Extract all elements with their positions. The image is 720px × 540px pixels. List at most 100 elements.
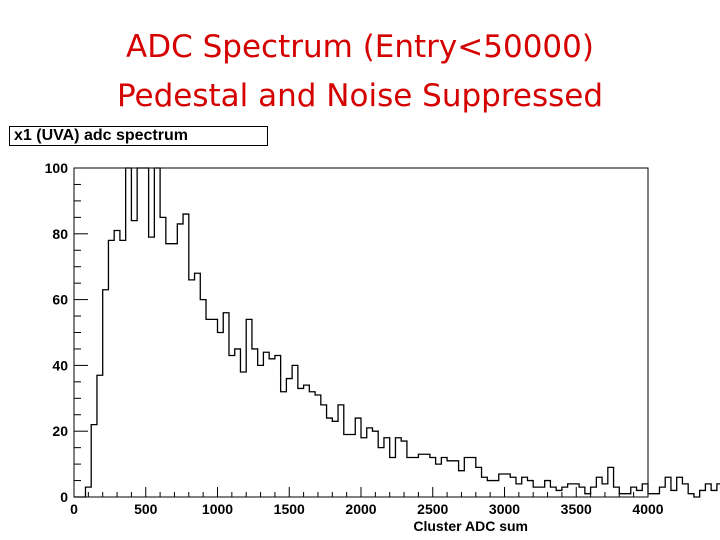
histogram-bin	[700, 490, 706, 497]
axis-ticks	[73, 167, 649, 498]
histogram-bin	[315, 395, 321, 497]
histogram-bin	[298, 388, 304, 497]
x-tick-label: 0	[70, 501, 78, 517]
slide-title-line1: ADC Spectrum (Entry<50000)	[126, 29, 594, 65]
histogram-bin	[642, 484, 648, 497]
histogram-bin	[223, 313, 229, 497]
histogram-bin	[120, 240, 126, 497]
y-tick-label: 0	[60, 489, 68, 505]
histogram-bin	[263, 352, 269, 497]
histogram-bin	[522, 477, 528, 497]
histogram-bin	[671, 490, 677, 497]
histogram-bin	[677, 477, 683, 497]
histogram-bin	[344, 434, 350, 497]
histogram-bin	[401, 441, 407, 497]
histogram-bin	[395, 438, 401, 497]
histogram-bin	[361, 438, 367, 497]
x-tick-label: 1000	[202, 501, 233, 517]
slide-title-line2: Pedestal and Noise Suppressed	[116, 78, 604, 114]
histogram-bin	[172, 244, 178, 497]
histogram-bin	[269, 359, 275, 497]
histogram-bin	[275, 356, 281, 497]
histogram-title: x1 (UVA) adc spectrum	[14, 127, 188, 144]
histogram-bin	[137, 168, 143, 497]
histogram-bin	[229, 356, 235, 497]
histogram-bin	[212, 319, 218, 497]
histogram-bin	[682, 484, 688, 497]
histogram-bin	[470, 458, 476, 497]
histogram-bin	[453, 461, 459, 497]
x-axis-label: Cluster ADC sum	[413, 518, 528, 534]
histogram-bin	[131, 221, 137, 497]
histogram-bin	[258, 365, 264, 497]
x-tick-label: 500	[134, 501, 158, 517]
histogram-bin	[246, 319, 252, 497]
histogram-title-box: x1 (UVA) adc spectrum	[9, 126, 268, 146]
histogram-bin	[235, 349, 241, 497]
histogram-bin	[350, 434, 356, 497]
histogram-bin	[556, 490, 562, 497]
histogram-bin	[596, 477, 602, 497]
histogram-bin	[608, 467, 614, 497]
y-tick-label: 60	[52, 292, 68, 308]
histogram-bin	[418, 454, 424, 497]
histogram-bin	[568, 484, 574, 497]
histogram-bin	[665, 477, 671, 497]
histogram-bin	[637, 490, 643, 497]
histogram-bin	[550, 487, 556, 497]
histogram-bin	[97, 375, 103, 497]
histogram-bin	[195, 273, 201, 497]
histogram-bin	[407, 458, 413, 497]
histogram-bin	[493, 481, 499, 497]
y-tick-label: 40	[52, 357, 68, 373]
histogram-bin	[424, 454, 430, 497]
histogram-bin	[200, 300, 206, 497]
histogram-bin	[711, 490, 717, 497]
y-tick-label: 100	[45, 160, 69, 176]
y-tick-label: 20	[52, 423, 68, 439]
histogram-bin	[533, 487, 539, 497]
x-tick-label: 1500	[274, 501, 305, 517]
x-tick-label: 4000	[632, 501, 663, 517]
histogram-bin	[614, 487, 620, 497]
x-tick-label: 3500	[561, 501, 592, 517]
axis-tick-labels: 0 500 1000 1500 2000 2500 3000 3500 4000 0 20 40 60 8…	[45, 160, 664, 517]
histogram-bin	[562, 487, 568, 497]
histogram-bin	[91, 425, 97, 497]
histogram-bin	[252, 349, 258, 497]
histogram-bin	[441, 458, 447, 497]
histogram-bin	[332, 421, 338, 497]
histogram-bin	[304, 385, 310, 497]
y-tick-label: 80	[52, 226, 68, 242]
histogram-bin	[103, 290, 109, 497]
histogram-bin	[579, 487, 585, 497]
histogram-bin	[126, 168, 132, 497]
histogram-bin	[154, 168, 160, 497]
histogram-bin	[436, 464, 442, 497]
histogram-bin	[705, 484, 711, 497]
histogram-bin	[177, 224, 183, 497]
histogram-bin	[384, 438, 390, 497]
histogram-bin	[527, 481, 533, 497]
histogram-bin	[464, 458, 470, 497]
histogram-bin	[338, 405, 344, 497]
x-tick-label: 3000	[489, 501, 520, 517]
x-tick-label: 2000	[345, 501, 376, 517]
histogram-bin	[367, 428, 373, 497]
histogram-step-line	[74, 167, 720, 498]
histogram-bin	[143, 168, 149, 497]
histogram-bin	[114, 231, 120, 497]
histogram-bin	[539, 487, 545, 497]
histogram-bin	[206, 319, 212, 497]
histogram-bin	[447, 461, 453, 497]
histogram-bin	[183, 214, 189, 497]
histogram-bin	[309, 392, 315, 497]
histogram-bin	[281, 392, 287, 497]
histogram-bin	[591, 487, 597, 497]
histogram-bin	[378, 448, 384, 497]
histogram-bin	[659, 487, 665, 497]
histogram-bin	[476, 467, 482, 497]
histogram-bin	[160, 217, 166, 497]
histogram-bin	[505, 474, 511, 497]
